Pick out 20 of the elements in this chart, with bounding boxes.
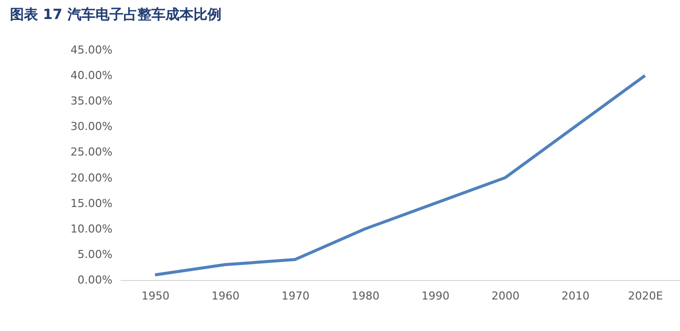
y-tick-label: 15.00%	[70, 196, 112, 210]
x-tick-label: 2010	[562, 290, 590, 302]
y-tick-label: 5.00%	[78, 248, 112, 261]
x-tick-label: 1950	[142, 290, 170, 302]
x-tick-label: 2020E	[628, 290, 664, 302]
x-tick-label: 2000	[492, 290, 520, 302]
y-tick-label: 40.00%	[70, 69, 112, 82]
y-tick-label: 25.00%	[70, 146, 112, 159]
y-tick-label: 0.00%	[78, 274, 112, 286]
chart-title: 图表 17 汽车电子占整车成本比例	[10, 6, 222, 23]
x-tick-label: 1970	[282, 290, 310, 302]
line-series	[154, 74, 646, 276]
y-tick-label: 45.00%	[70, 44, 112, 56]
y-tick-label: 10.00%	[70, 222, 112, 236]
x-tick-label: 1980	[352, 290, 380, 302]
y-tick-label: 30.00%	[70, 120, 112, 134]
x-tick-label: 1960	[212, 290, 240, 302]
y-tick-label: 35.00%	[70, 94, 112, 108]
x-tick-label: 1990	[422, 290, 450, 302]
y-tick-label: 20.00%	[70, 171, 112, 184]
